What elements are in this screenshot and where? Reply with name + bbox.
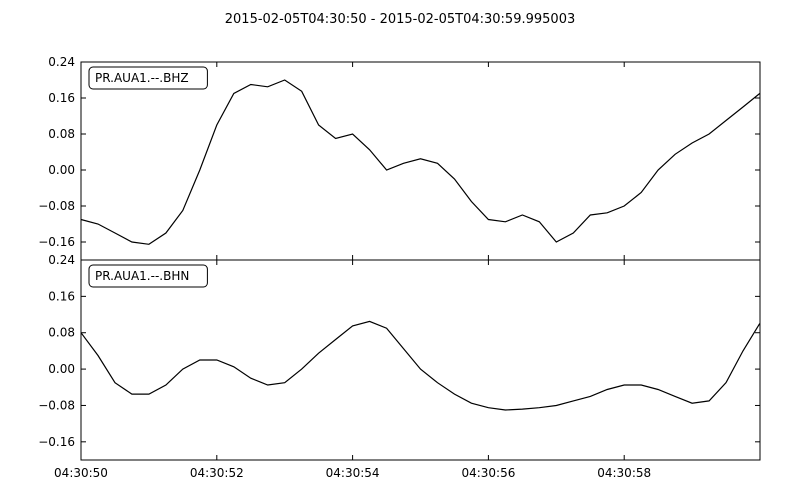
panel-1-ytick-label: 0.16 xyxy=(48,91,75,105)
panel-1-ytick-label: 0.24 xyxy=(48,55,75,69)
xtick-label: 04:30:50 xyxy=(54,466,108,480)
panel-1-ytick-label: −0.08 xyxy=(38,199,75,213)
panel-2-ytick-label: −0.08 xyxy=(38,398,75,412)
panel-1-ytick-label: 0.00 xyxy=(48,163,75,177)
panel-2-frame xyxy=(80,259,761,461)
panel-2-ytick-label: 0.08 xyxy=(48,326,75,340)
panel-1-label-box xyxy=(88,66,208,90)
panel-1-ytick-label: 0.08 xyxy=(48,127,75,141)
panel-2-label-box xyxy=(88,264,208,288)
xtick-label: 04:30:56 xyxy=(461,466,515,480)
panel-2-trace-label: PR.AUA1.--.BHN xyxy=(95,269,189,283)
xtick-label: 04:30:52 xyxy=(190,466,244,480)
panel-1-ytick-label: −0.16 xyxy=(38,235,75,249)
chart-title: 2015-02-05T04:30:50 - 2015-02-05T04:30:5… xyxy=(224,12,576,27)
xtick-label: 04:30:54 xyxy=(326,466,380,480)
panel-1-frame xyxy=(80,61,761,261)
panel-2-ytick-label: 0.16 xyxy=(48,289,75,303)
panel-2-ytick-label: 0.24 xyxy=(48,253,75,267)
panel-2-ytick-label: −0.16 xyxy=(38,435,75,449)
panel-2-trace xyxy=(80,320,761,411)
xtick-label: 04:30:58 xyxy=(597,466,651,480)
panel-2-ytick-label: 0.00 xyxy=(48,362,75,376)
panel-1-trace xyxy=(80,79,761,245)
panel-1-trace-label: PR.AUA1.--.BHZ xyxy=(95,71,189,85)
